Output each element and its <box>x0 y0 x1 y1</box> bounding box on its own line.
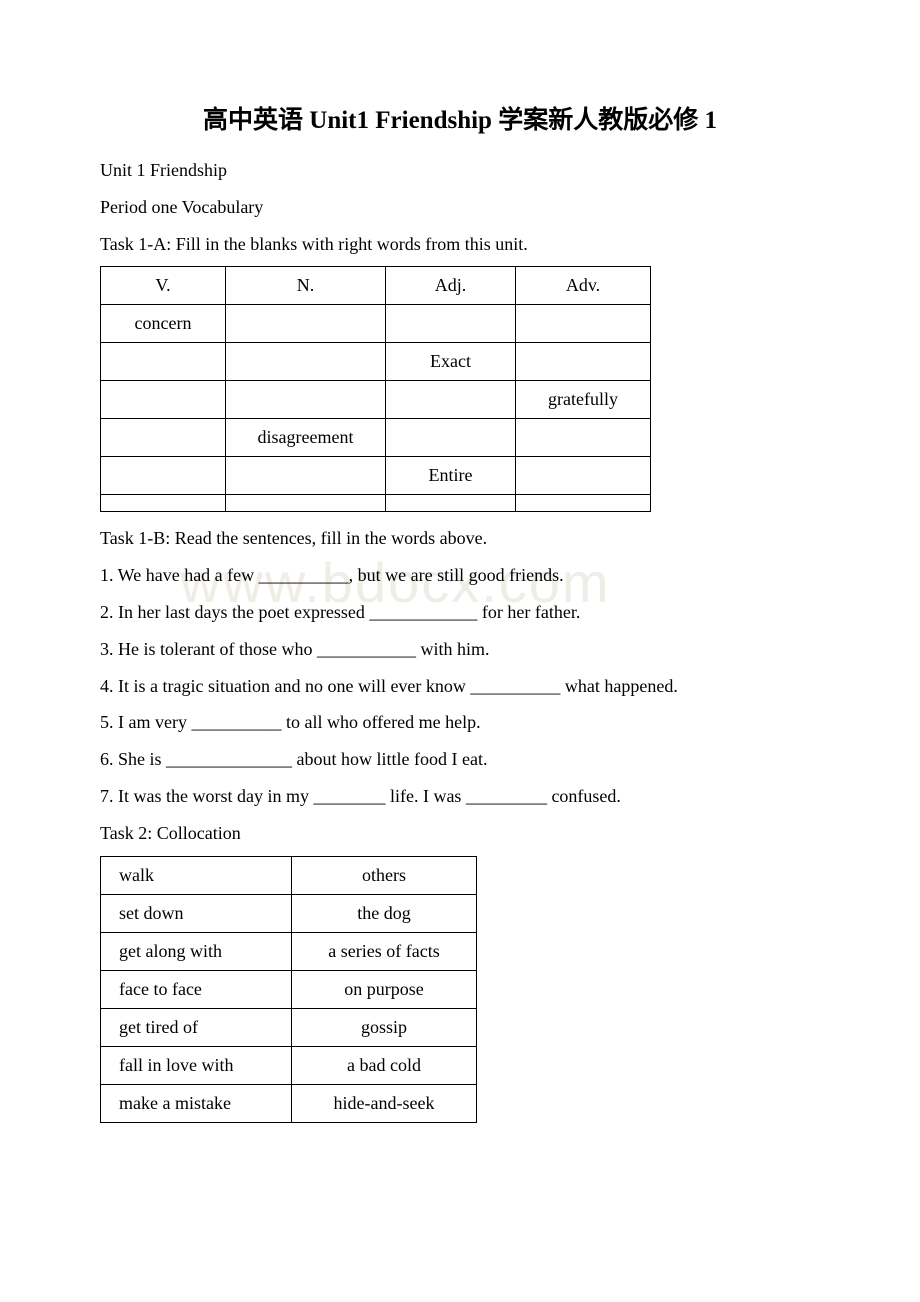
table-cell <box>101 343 226 381</box>
table-cell <box>226 495 386 512</box>
table-cell <box>101 381 226 419</box>
table-cell <box>516 305 651 343</box>
table-cell: Exact <box>386 343 516 381</box>
table-cell: make a mistake <box>101 1084 292 1122</box>
sentence-line: 5. I am very __________ to all who offer… <box>100 708 820 737</box>
sentence-line: 3. He is tolerant of those who _________… <box>100 635 820 664</box>
table-cell: disagreement <box>226 419 386 457</box>
table-cell: set down <box>101 894 292 932</box>
table-cell <box>226 343 386 381</box>
sentence-line: 6. She is ______________ about how littl… <box>100 745 820 774</box>
table-cell: V. <box>101 267 226 305</box>
sentence-line: 1. We have had a few __________, but we … <box>100 561 820 590</box>
table-cell: a bad cold <box>292 1046 477 1084</box>
table-cell: Adj. <box>386 267 516 305</box>
table-cell <box>516 457 651 495</box>
table-cell <box>226 381 386 419</box>
table-cell: get tired of <box>101 1008 292 1046</box>
subtitle-period: Period one Vocabulary <box>100 193 820 222</box>
table-cell: gratefully <box>516 381 651 419</box>
table-cell <box>101 457 226 495</box>
table-cell <box>386 495 516 512</box>
table-cell <box>226 457 386 495</box>
table-cell: Entire <box>386 457 516 495</box>
table-cell <box>516 419 651 457</box>
table-cell <box>101 419 226 457</box>
table-cell: walk <box>101 856 292 894</box>
table-cell: fall in love with <box>101 1046 292 1084</box>
table-cell: gossip <box>292 1008 477 1046</box>
sentence-line: 4. It is a tragic situation and no one w… <box>100 672 820 701</box>
page-title: 高中英语 Unit1 Friendship 学案新人教版必修 1 <box>100 100 820 136</box>
table-cell: on purpose <box>292 970 477 1008</box>
task-1b-label: Task 1-B: Read the sentences, fill in th… <box>100 524 820 553</box>
sentences-block: 1. We have had a few __________, but we … <box>100 561 820 811</box>
table-cell <box>386 419 516 457</box>
table-cell: the dog <box>292 894 477 932</box>
subtitle-unit: Unit 1 Friendship <box>100 156 820 185</box>
table-cell: a series of facts <box>292 932 477 970</box>
table-cell <box>516 495 651 512</box>
table-cell <box>386 305 516 343</box>
table-cell: others <box>292 856 477 894</box>
table-cell: Adv. <box>516 267 651 305</box>
task-2-label: Task 2: Collocation <box>100 819 820 848</box>
table-2: walkothersset downthe dogget along witha… <box>100 856 477 1123</box>
table-cell <box>386 381 516 419</box>
table-cell <box>226 305 386 343</box>
table-cell <box>516 343 651 381</box>
task-1a-label: Task 1-A: Fill in the blanks with right … <box>100 230 820 259</box>
table-cell: face to face <box>101 970 292 1008</box>
sentence-line: 7. It was the worst day in my ________ l… <box>100 782 820 811</box>
table-1a: V.N.Adj.Adv. concern Exactgratefully disagr… <box>100 266 651 512</box>
table-cell: concern <box>101 305 226 343</box>
sentence-line: 2. In her last days the poet expressed _… <box>100 598 820 627</box>
table-cell <box>101 495 226 512</box>
table-cell: hide-and-seek <box>292 1084 477 1122</box>
table-cell: N. <box>226 267 386 305</box>
table-cell: get along with <box>101 932 292 970</box>
